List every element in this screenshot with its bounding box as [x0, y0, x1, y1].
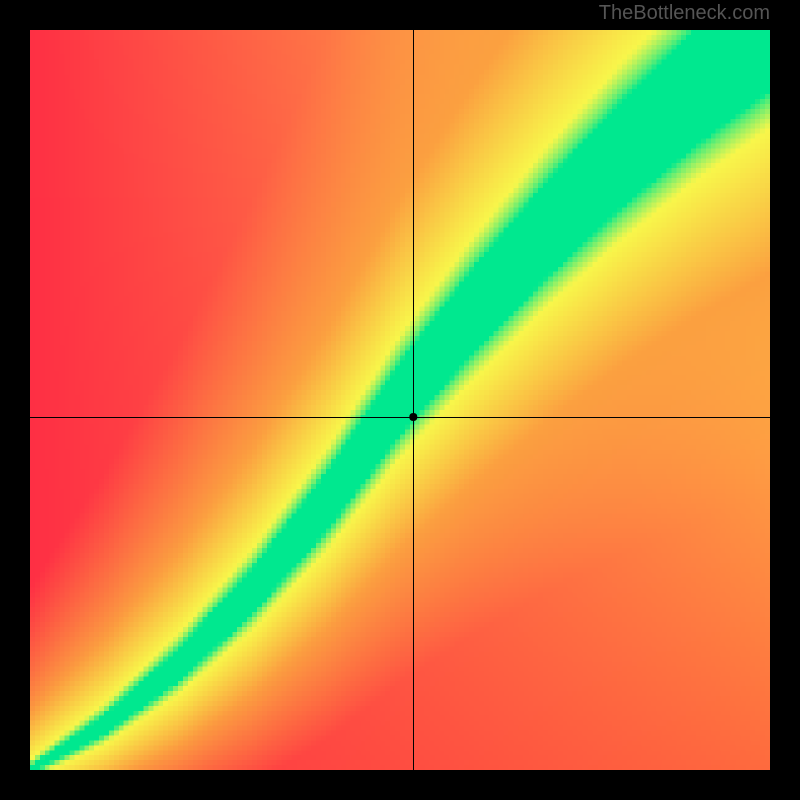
chart-frame: TheBottleneck.com — [0, 0, 800, 800]
watermark-text: TheBottleneck.com — [599, 2, 770, 25]
crosshair-overlay — [30, 30, 770, 770]
